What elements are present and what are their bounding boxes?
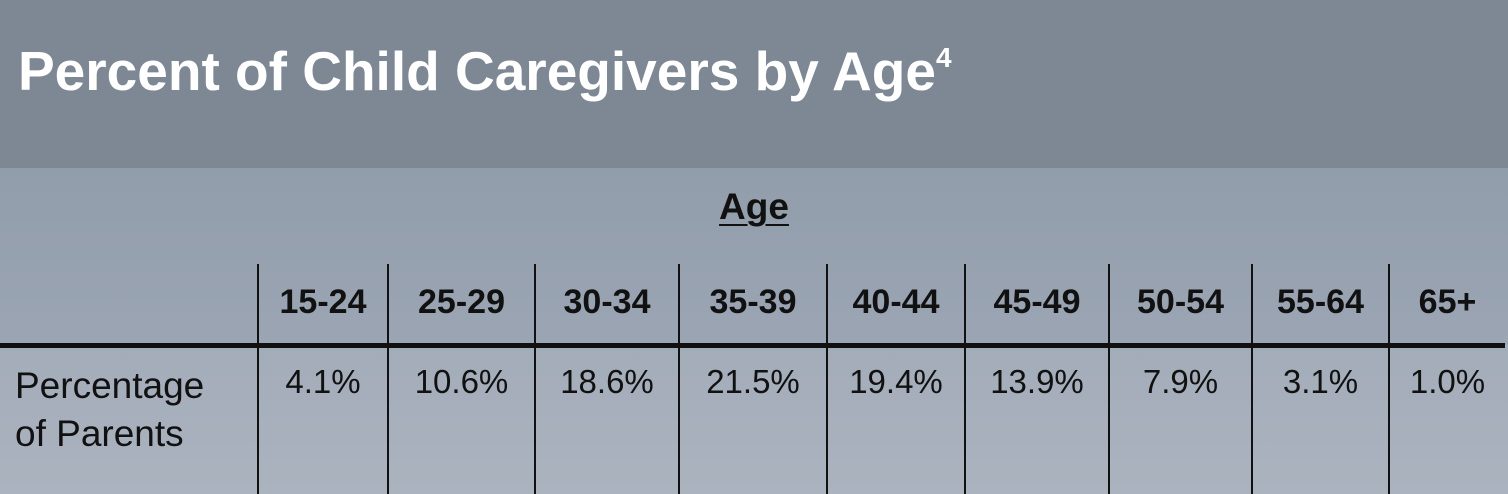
table-cell: 19.4% — [849, 363, 943, 400]
column-header: 40-44 — [852, 283, 940, 321]
column-divider — [1388, 264, 1390, 494]
age-group-label: Age — [0, 186, 1508, 228]
table-body-band — [0, 347, 1508, 494]
page-title: Percent of Child Caregivers by Age4 — [18, 38, 952, 104]
column-divider — [257, 264, 259, 494]
column-divider — [826, 264, 828, 494]
table-header-band — [0, 168, 1508, 345]
title-bar: Percent of Child Caregivers by Age4 — [0, 0, 1508, 168]
column-header: 65+ — [1418, 283, 1477, 321]
title-footnote-marker: 4 — [935, 41, 952, 73]
header-divider — [0, 343, 1505, 348]
age-group-label-text: Age — [719, 186, 789, 227]
column-divider — [964, 264, 966, 494]
column-header: 45-49 — [993, 283, 1081, 321]
column-divider — [1251, 264, 1253, 494]
column-divider — [1108, 264, 1110, 494]
column-header: 50-54 — [1137, 283, 1224, 321]
title-text: Percent of Child Caregivers by Age — [18, 40, 936, 102]
table-cell: 13.9% — [990, 363, 1084, 400]
row-label-line: of Parents — [15, 413, 184, 454]
row-label: Percentage of Parents — [15, 362, 250, 458]
column-divider — [678, 264, 680, 494]
column-header: 30-34 — [563, 283, 651, 321]
column-divider — [534, 264, 536, 494]
table-cell: 10.6% — [414, 363, 509, 400]
table-cell: 7.9% — [1142, 363, 1219, 400]
table-cell: 1.0% — [1409, 363, 1486, 400]
column-header: 25-29 — [418, 283, 505, 321]
table-cell: 4.1% — [285, 363, 361, 400]
column-header: 55-64 — [1277, 283, 1364, 321]
table-cell: 18.6% — [560, 363, 654, 400]
table-cell: 3.1% — [1282, 363, 1359, 400]
table-cell: 21.5% — [706, 363, 800, 400]
column-header: 35-39 — [709, 283, 797, 321]
column-divider — [387, 264, 389, 494]
row-label-line: Percentage — [15, 365, 205, 406]
column-header: 15-24 — [279, 283, 367, 321]
